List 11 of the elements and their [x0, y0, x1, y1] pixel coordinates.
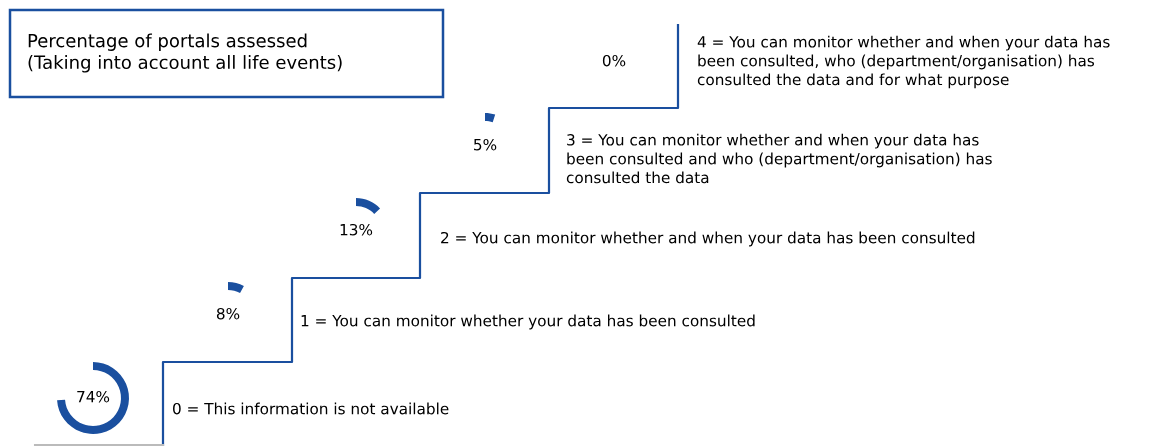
data-label: 8% [216, 307, 240, 320]
data-label: 0% [602, 54, 626, 67]
category-label: 1 = You can monitor whether your data has been consulted [301, 314, 755, 330]
category-label: 2 = You can monitor whether and when your data has been consulted [441, 231, 975, 247]
category-label: 0 = This information is not available [173, 402, 449, 415]
category-label: 3 = You can monitor whether and when your data has been consulted and who (department/organisation) has consulted the data [566, 133, 992, 184]
category-label: 4 = You can monitor whether and when your data has been consulted, who (department/organisation) has consulted the data and for what purpose [697, 35, 1110, 89]
data-label: 74% [77, 390, 110, 403]
text: Percentage of portals assessed (Taking into account all life events) [28, 33, 342, 73]
data-label: 13% [340, 223, 373, 236]
data-label: 5% [474, 138, 497, 151]
